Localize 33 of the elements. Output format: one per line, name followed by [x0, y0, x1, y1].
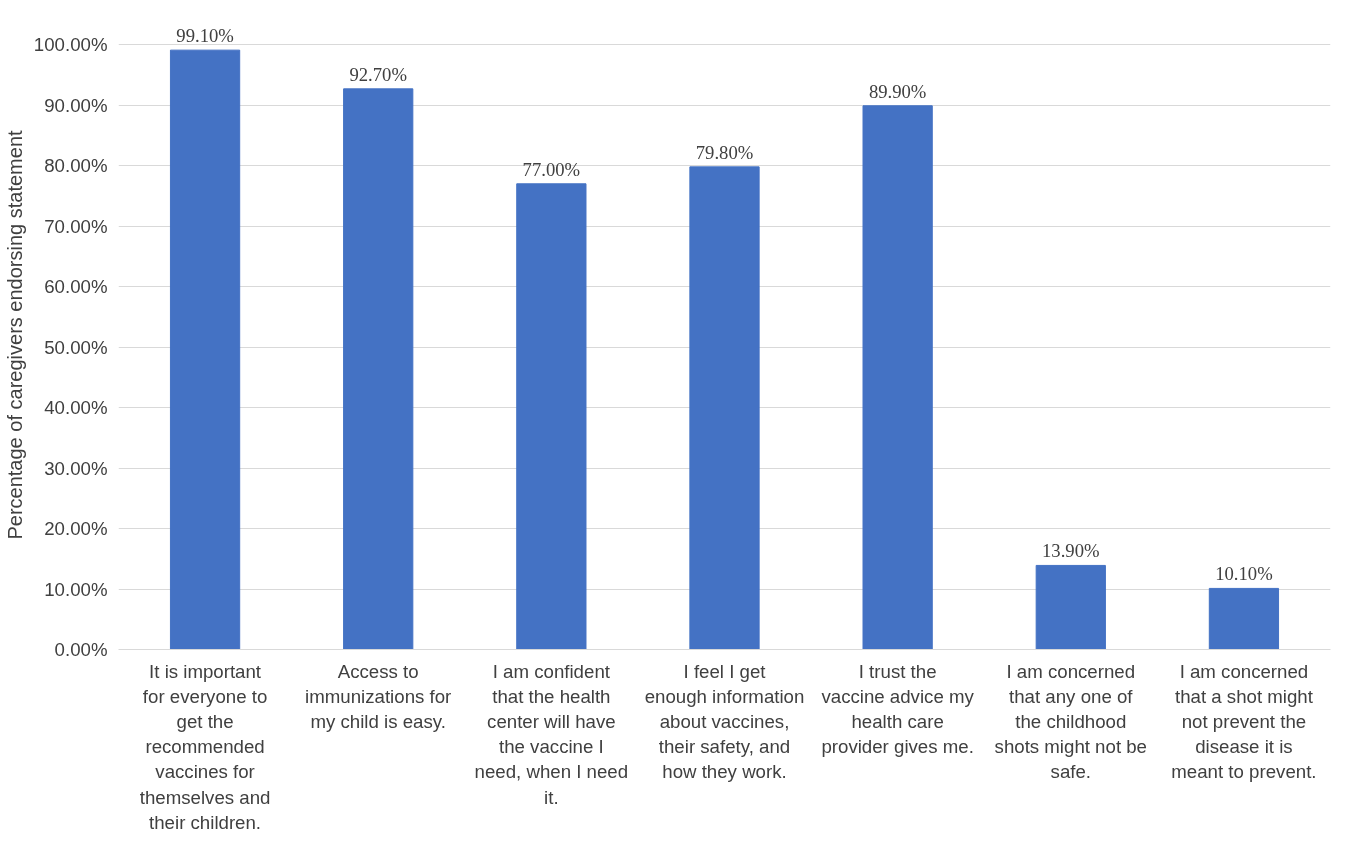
data-label: 92.70%: [349, 63, 407, 85]
y-tick-label: 90.00%: [44, 94, 108, 116]
bar: [1035, 564, 1106, 650]
data-label: 77.00%: [522, 158, 581, 180]
bar: [1208, 587, 1280, 650]
data-label: 10.10%: [1215, 563, 1273, 585]
y-tick-label: 40.00%: [44, 397, 108, 419]
y-tick-label: 30.00%: [44, 457, 108, 479]
bar: [169, 49, 241, 650]
x-tick-label: I am concerned that any one of the childhood shots might not be safe.: [994, 660, 1148, 783]
bar: [343, 88, 414, 650]
x-tick-label: I am concerned that a shot might not prevent the disease it is meant to prevent.: [1171, 660, 1317, 783]
x-tick-label: I trust the vaccine advice my health care provider gives me.: [821, 660, 975, 758]
x-tick-label: I feel I get enough information about vaccines, their safety, and how they work.: [644, 660, 805, 783]
x-tick-label: It is important for everyone to get the recommended vaccines for themselves and their children.: [139, 660, 271, 833]
y-tick-label: 50.00%: [44, 336, 108, 358]
x-tick-label: I am confident that the health center will have the vaccine I need, when I need it.: [474, 660, 629, 808]
y-tick-label: 80.00%: [44, 155, 108, 177]
bar: [516, 183, 587, 650]
data-label: 99.10%: [176, 25, 234, 47]
x-tick-label: Access to immunizations for my child is easy.: [305, 660, 452, 732]
y-tick-label: 100.00%: [33, 34, 108, 56]
y-tick-label: 60.00%: [44, 276, 108, 298]
y-axis-title: Percentage of caregivers endorsing statement: [3, 130, 26, 540]
data-label: 13.90%: [1042, 540, 1100, 562]
y-tick-label: 0.00%: [54, 639, 108, 660]
data-label: 89.90%: [868, 80, 927, 102]
y-tick-label: 70.00%: [44, 215, 108, 237]
data-label: 79.80%: [695, 141, 754, 163]
y-tick-label: 10.00%: [44, 578, 108, 600]
bar: [689, 166, 760, 650]
bar: [862, 105, 933, 650]
y-tick-label: 20.00%: [44, 518, 108, 540]
